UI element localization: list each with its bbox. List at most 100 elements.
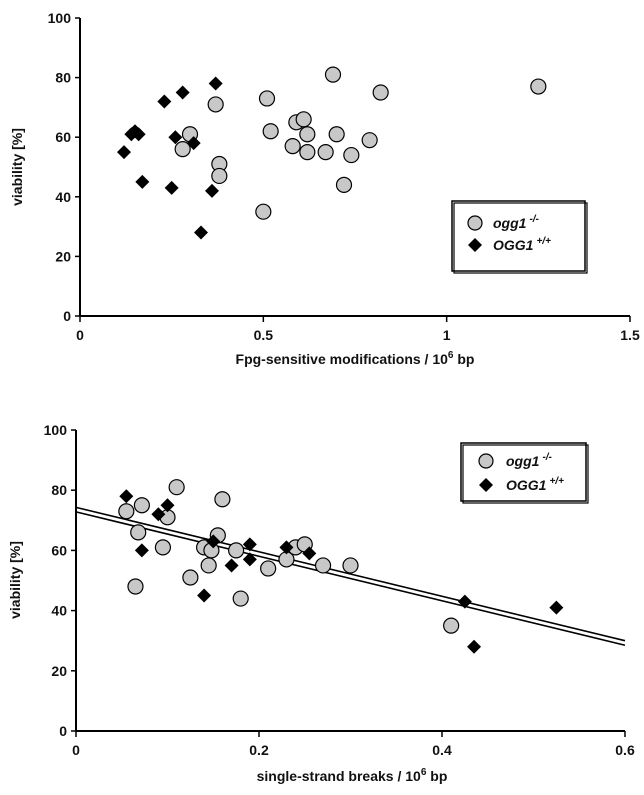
data-point-ogg1: [200, 557, 217, 574]
data-point-ogg1: [154, 539, 172, 556]
data-point-OGG1: [242, 552, 257, 567]
data-point-ogg1: [295, 111, 312, 128]
data-point-ogg1: [118, 503, 135, 520]
data-point-ogg1: [207, 96, 224, 113]
chart-panel-ssb: 0 20 40 60 80 100 0 0.2 0.4 0.6 viability [%] si…: [7, 422, 635, 784]
data-point-ogg1: [443, 617, 460, 634]
legend-label-ogg1: ogg1 -/-: [493, 214, 540, 231]
data-point-ogg1: [342, 557, 359, 574]
y-tick-label: 100: [44, 422, 68, 438]
data-point-OGG1: [194, 225, 208, 240]
data-point-ogg1: [232, 590, 249, 607]
data-point-OGG1: [208, 76, 223, 91]
data-point-ogg1: [127, 578, 144, 595]
data-point-OGG1: [197, 588, 212, 603]
x-tick-label: 1.5: [620, 327, 640, 343]
y-tick-label: 80: [55, 70, 71, 86]
legend-label-OGG1: OGG1 +/+: [493, 236, 551, 253]
trend-line-ogg1: [75, 506, 626, 642]
data-point-OGG1: [131, 127, 146, 142]
data-point-OGG1: [164, 180, 179, 195]
data-point-OGG1: [135, 174, 150, 189]
data-point-ogg1: [133, 497, 150, 514]
data-point-ogg1: [228, 542, 245, 559]
points-group: [117, 66, 547, 240]
x-axis-label: Fpg-sensitive modifications / 106 bp: [236, 350, 475, 367]
data-point-OGG1: [457, 594, 472, 609]
data-point-ogg1: [299, 144, 316, 161]
legend-box: [451, 200, 586, 272]
legend-label-OGG1: OGG1 +/+: [506, 476, 564, 493]
data-point-OGG1: [160, 498, 175, 513]
legend: ogg1 -/- OGG1 +/+: [460, 442, 589, 504]
data-point-ogg1: [174, 141, 191, 158]
data-point-OGG1: [224, 558, 239, 573]
data-point-ogg1: [361, 132, 378, 149]
data-point-ogg1: [317, 144, 334, 161]
x-tick-label: 0: [72, 742, 80, 758]
data-point-OGG1: [302, 546, 317, 561]
x-tick-label: 0.5: [254, 327, 274, 343]
data-point-ogg1: [262, 123, 279, 140]
trend-line-OGG1: [75, 511, 626, 646]
data-point-ogg1: [168, 479, 185, 496]
legend-marker-ogg1: [478, 453, 494, 469]
data-point-OGG1: [467, 639, 482, 654]
data-point-ogg1: [314, 557, 332, 574]
y-tick-label: 60: [51, 542, 67, 558]
data-point-OGG1: [175, 85, 190, 100]
y-tick-label: 0: [63, 308, 71, 324]
y-tick-label: 20: [55, 248, 71, 264]
data-point-OGG1: [206, 534, 221, 549]
legend-marker-ogg1: [467, 215, 483, 231]
points-group: [118, 479, 564, 654]
data-point-ogg1: [255, 203, 272, 220]
data-point-ogg1: [372, 84, 389, 101]
legend-label-ogg1: ogg1 -/-: [506, 452, 553, 469]
x-tick-label: 0.6: [615, 742, 635, 758]
data-point-OGG1: [119, 489, 134, 504]
data-point-OGG1: [117, 145, 131, 160]
x-tick-label: 1: [443, 327, 451, 343]
data-point-ogg1: [211, 167, 228, 185]
data-point-OGG1: [205, 183, 219, 198]
data-point-ogg1: [258, 90, 276, 107]
y-tick-label: 20: [51, 663, 67, 679]
x-tick-label: 0.2: [249, 742, 269, 758]
y-tick-group: 0 20 40 60 80 100: [44, 422, 76, 739]
data-point-ogg1: [335, 176, 353, 193]
legend-box: [460, 442, 587, 502]
x-tick-label: 0: [76, 327, 84, 343]
y-tick-label: 40: [55, 189, 71, 205]
trend-lines-group: [75, 506, 626, 646]
data-point-OGG1: [157, 94, 172, 109]
y-tick-label: 40: [51, 603, 67, 619]
x-tick-group: 0 0.2 0.4 0.6: [72, 731, 635, 758]
legend-marker-OGG1: [468, 238, 482, 252]
data-point-ogg1: [324, 66, 342, 83]
data-point-ogg1: [328, 126, 345, 143]
x-tick-group: 0 0.5 1 1.5: [76, 316, 640, 343]
data-point-ogg1: [214, 491, 231, 508]
data-point-OGG1: [242, 537, 257, 552]
data-point-OGG1: [151, 507, 166, 522]
data-point-OGG1: [168, 130, 183, 145]
data-point-ogg1: [182, 569, 199, 586]
x-axis-label: single-strand breaks / 106 bp: [257, 767, 448, 784]
data-point-ogg1: [260, 560, 277, 577]
y-tick-label: 0: [59, 723, 67, 739]
data-point-OGG1: [549, 600, 564, 615]
data-point-OGG1: [186, 136, 201, 151]
data-point-ogg1: [343, 146, 360, 164]
data-point-OGG1: [279, 540, 294, 555]
y-tick-group: 0 20 40 60 80 100: [48, 10, 80, 324]
y-tick-label: 100: [48, 10, 72, 26]
data-point-ogg1: [284, 138, 301, 155]
data-point-ogg1: [530, 78, 547, 95]
data-point-ogg1: [299, 126, 316, 143]
x-tick-label: 0.4: [432, 742, 452, 758]
data-point-ogg1: [130, 524, 147, 541]
legend: ogg1 -/- OGG1 +/+: [451, 200, 588, 274]
y-axis-label: viability [%]: [9, 128, 25, 206]
